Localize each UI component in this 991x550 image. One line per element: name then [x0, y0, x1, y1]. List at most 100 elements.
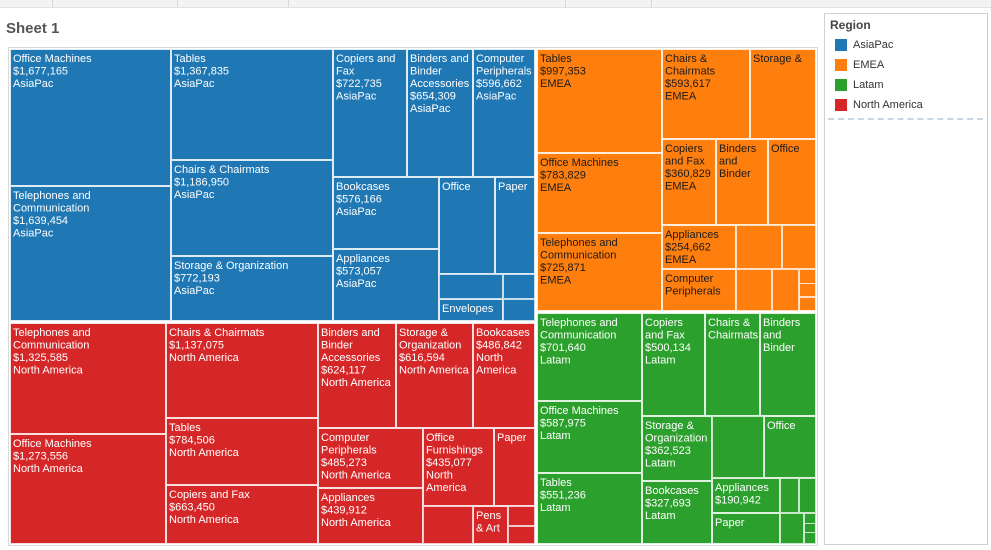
treemap-cell-asiapac-tables[interactable]: Tables $1,367,835 AsiaPac [171, 49, 333, 160]
treemap-label-line: Telephones and [540, 237, 618, 249]
treemap-cell-asiapac-binders-and-binder-accessories[interactable]: Binders and Binder Accessories $654,309 Asia… [407, 49, 473, 177]
treemap-label-line: $725,871 [540, 262, 586, 274]
treemap-cell-asiapac-computer-peripherals[interactable]: Computer Peripherals $596,662 AsiaPac [473, 49, 535, 177]
treemap-cell-emea-office-furnishings[interactable]: Office [768, 139, 816, 225]
treemap-cell-label: Chairs & Chairmats $593,617 EMEA [665, 53, 716, 103]
treemap-label-line: and Fax [665, 156, 705, 168]
treemap-cell-north-america-pens-art-supplies[interactable]: Pens & Art [473, 506, 508, 544]
treemap-cell-asiapac-appliances[interactable]: Appliances $573,057 AsiaPac [333, 249, 439, 321]
treemap-cell-asiapac-bookcases[interactable]: Bookcases $576,166 AsiaPac [333, 177, 439, 249]
treemap-cell-asiapac-envelopes[interactable]: Envelopes [439, 299, 503, 321]
treemap-cell-north-america-computer-peripherals[interactable]: Computer Peripherals $485,273 North America [318, 428, 423, 488]
treemap-label-line: AsiaPac [13, 78, 54, 90]
treemap-cell-asiapac-chairs-chairmats[interactable]: Chairs & Chairmats $1,186,950 AsiaPac [171, 160, 333, 256]
treemap-cell-label: Office Machines $1,677,165 AsiaPac [13, 53, 92, 90]
treemap-cell-label: Storage & Organization $616,594 North Ameri… [399, 327, 470, 377]
treemap-label-line: AsiaPac [476, 91, 517, 103]
treemap-label-line: North America [321, 377, 392, 389]
treemap-cell-latam-paper[interactable]: Paper [712, 513, 780, 544]
treemap-label-line: AsiaPac [336, 278, 377, 290]
treemap-cell-rect [439, 177, 495, 274]
treemap-cell-label: Computer Peripherals $596,662 AsiaPac [476, 53, 532, 103]
treemap-label-line: Binder [321, 340, 353, 352]
treemap-cell-north-america-office-machines[interactable]: Office Machines $1,273,556 North America [10, 434, 166, 544]
treemap-cell-emea-office-machines[interactable]: Office Machines $783,829 EMEA [537, 153, 662, 233]
treemap-cell-asiapac-office-machines[interactable]: Office Machines $1,677,165 AsiaPac [10, 49, 171, 186]
treemap-cell-rect [537, 233, 662, 311]
treemap-cell-north-america-office-furnishings[interactable]: Office Furnishings $435,077 North America [423, 428, 494, 506]
treemap-label-line: Chairmats [665, 66, 716, 78]
treemap-subtile [799, 283, 816, 297]
toolbar-divider [288, 0, 289, 7]
treemap-cell-latam-chairs-chairmats[interactable]: Chairs & Chairmats [705, 313, 760, 416]
treemap-subtile [423, 506, 473, 544]
treemap-label-line: $772,193 [174, 273, 220, 285]
treemap-cell-rect [750, 49, 816, 139]
treemap-cell-north-america-copiers-and-fax[interactable]: Copiers and Fax $663,450 North America [166, 485, 318, 544]
legend-item-north-america[interactable]: North America [835, 98, 923, 112]
legend-item-latam[interactable]: Latam [835, 78, 884, 92]
treemap-cell-emea-computer-peripherals[interactable]: Computer Peripherals [662, 269, 736, 311]
region-latam: Telephones and Communication $701,640 Latam… [537, 313, 816, 544]
treemap-label-line: Office Machines [13, 53, 92, 65]
treemap-cell-rect [318, 428, 423, 488]
treemap-cell-north-america-storage-organization[interactable]: Storage & Organization $616,594 North Ameri… [396, 323, 473, 428]
treemap-cell-asiapac-storage-organization[interactable]: Storage & Organization $772,193 AsiaPac [171, 256, 333, 321]
treemap-cell-emea-storage-organization[interactable]: Storage & [750, 49, 816, 139]
treemap-subtile [804, 523, 816, 533]
treemap-label-line: AsiaPac [336, 91, 377, 103]
treemap-cell-latam-storage-organization[interactable]: Storage & Organization $362,523 Latam [642, 416, 712, 481]
treemap-cell-emea-copiers-and-fax[interactable]: Copiers and Fax $360,829 EMEA [662, 139, 716, 225]
treemap-cell-emea-chairs-chairmats[interactable]: Chairs & Chairmats $593,617 EMEA [662, 49, 750, 139]
treemap-cell-asiapac-copiers-and-fax[interactable]: Copiers and Fax $722,735 AsiaPac [333, 49, 407, 177]
treemap-cell-asiapac-telephones-and-communication[interactable]: Telephones and Communication $1,639,454 Asi… [10, 186, 171, 321]
treemap-cell-north-america-tables[interactable]: Tables $784,506 North America [166, 418, 318, 485]
legend-item-emea[interactable]: EMEA [835, 58, 884, 72]
treemap-cell-latam-binders-and-binder-accessories[interactable]: Binders and Binder [760, 313, 816, 416]
treemap-cell-north-america-telephones-and-communication[interactable]: Telephones and Communication $1,325,585 Nor… [10, 323, 166, 434]
treemap-cell-asiapac-paper[interactable]: Paper [495, 177, 535, 274]
treemap-cell-latam-appliances[interactable]: Appliances $190,942 [712, 478, 780, 513]
treemap-cell-north-america-paper[interactable]: Paper [494, 428, 535, 506]
treemap-label-line: Furnishings [426, 445, 483, 457]
treemap-cell-latam-bookcases[interactable]: Bookcases $327,693 Latam [642, 481, 712, 544]
treemap-cell-latam-copiers-and-fax[interactable]: Copiers and Fax $500,134 Latam [642, 313, 705, 416]
treemap-label-line: $596,662 [476, 78, 522, 90]
treemap-label-line: Binder [410, 66, 442, 78]
treemap-cell-asiapac-office-furnishings[interactable]: Office [439, 177, 495, 274]
treemap-cell-latam-office-furnishings[interactable]: Office [764, 416, 816, 478]
treemap-cell-north-america-bookcases[interactable]: Bookcases $486,842 North America [473, 323, 535, 428]
treemap-label-line: Latam [540, 502, 571, 514]
treemap-label-line: Appliances [321, 492, 375, 504]
treemap-label-line: Telephones and [13, 190, 91, 202]
treemap-cell-rect [642, 481, 712, 544]
treemap-label-line: $360,829 [665, 168, 711, 180]
treemap-label-line: Office Machines [13, 438, 92, 450]
legend-swatch [835, 39, 847, 51]
treemap-label-line: $587,975 [540, 418, 586, 430]
treemap-cell-north-america-appliances[interactable]: Appliances $439,912 North America [318, 488, 423, 544]
treemap-cell-rect [423, 428, 494, 506]
treemap-cell-emea-binders-and-binder-accessories[interactable]: Binders and Binder [716, 139, 768, 225]
treemap-cell-label: Appliances $254,662 EMEA [665, 229, 719, 266]
treemap-label-line: Chairmats [708, 330, 759, 342]
treemap-label-line: $500,134 [645, 342, 691, 354]
legend-item-asiapac[interactable]: AsiaPac [835, 38, 893, 52]
treemap-cell-rect [712, 478, 780, 513]
treemap-cell-latam-tables[interactable]: Tables $551,236 Latam [537, 473, 642, 544]
treemap-cell-latam-telephones-and-communication[interactable]: Telephones and Communication $701,640 Latam [537, 313, 642, 401]
treemap-cell-rect [333, 249, 439, 321]
treemap-cell-north-america-binders-and-binder-accessories[interactable]: Binders and Binder Accessories $624,117 Nort… [318, 323, 396, 428]
treemap-cell-rect [716, 139, 768, 225]
treemap-cell-rect [333, 177, 439, 249]
treemap-cell-rect [396, 323, 473, 428]
treemap-cell-emea-appliances[interactable]: Appliances $254,662 EMEA [662, 225, 736, 269]
treemap-cell-emea-telephones-and-communication[interactable]: Telephones and Communication $725,871 EMEA [537, 233, 662, 311]
treemap-label-line: Office [442, 181, 471, 193]
treemap-cell-emea-tables[interactable]: Tables $997,353 EMEA [537, 49, 662, 153]
toolbar-divider [52, 0, 53, 7]
treemap-cell-latam-office-machines[interactable]: Office Machines $587,975 Latam [537, 401, 642, 473]
treemap-cell-north-america-chairs-chairmats[interactable]: Chairs & Chairmats $1,137,075 North Americ… [166, 323, 318, 418]
treemap-cell-label: Telephones and Communication $725,871 EMEA [540, 237, 618, 287]
treemap-cell-rect [171, 49, 333, 160]
